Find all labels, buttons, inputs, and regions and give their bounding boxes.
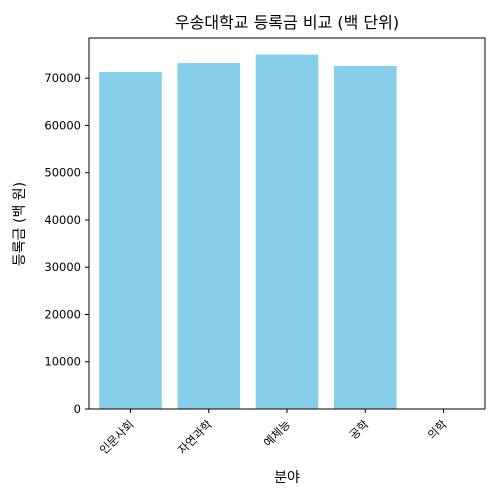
bar <box>333 65 397 409</box>
y-tick-label: 50000 <box>44 166 81 180</box>
y-tick-label: 70000 <box>44 71 81 85</box>
plot-frame <box>88 37 486 410</box>
y-tick-label: 60000 <box>44 118 81 132</box>
y-tick-label: 40000 <box>44 213 81 227</box>
y-axis-title: 등록금 (백 원) <box>12 182 28 266</box>
y-tick-label: 30000 <box>44 260 81 274</box>
bars-group <box>99 54 397 410</box>
y-tick-label: 10000 <box>44 355 81 369</box>
y-axis: 0 10000 20000 30000 40000 50000 60000 70000 <box>44 71 89 416</box>
x-axis-title: 분야 <box>274 470 300 486</box>
y-tick-label: 20000 <box>44 307 81 321</box>
y-tick-label: 0 <box>74 402 81 416</box>
bar <box>177 63 241 410</box>
bar <box>99 72 162 410</box>
bar <box>255 54 319 409</box>
chart-title: 우송대학교 등록금 비교 (백 단위) <box>175 13 399 32</box>
